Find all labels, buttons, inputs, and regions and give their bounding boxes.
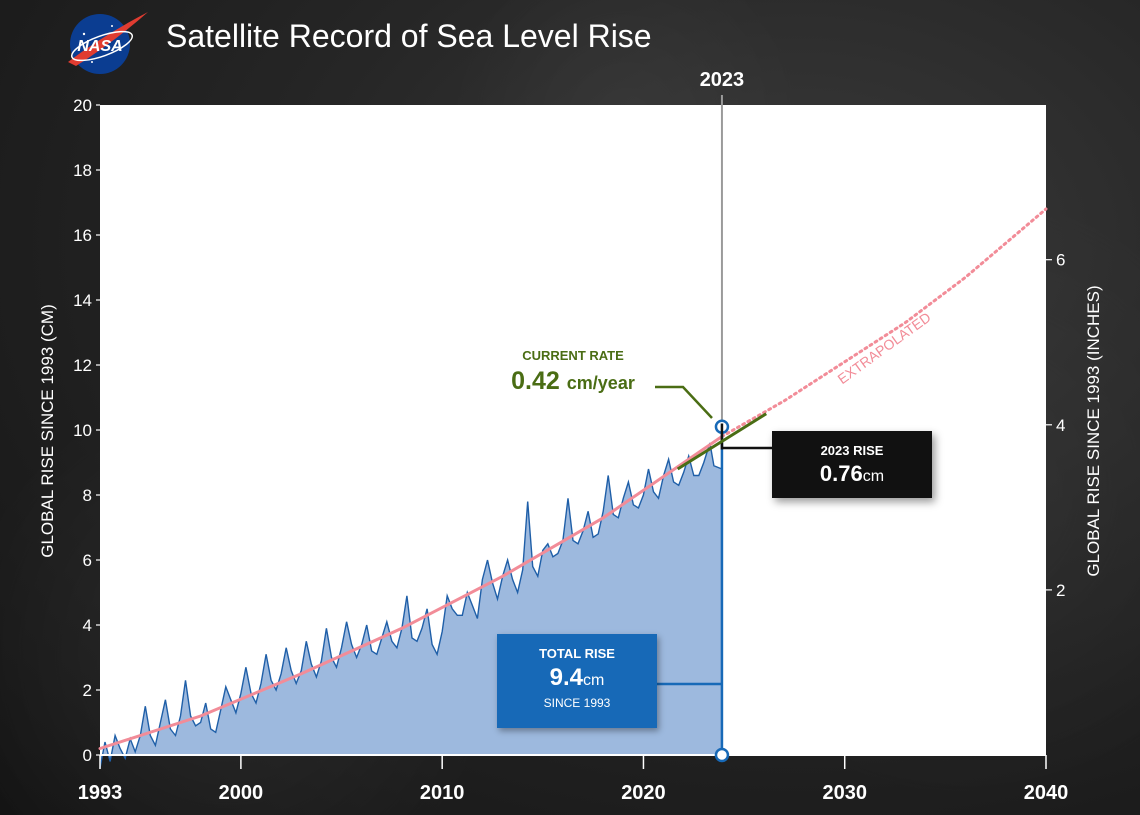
x-tick-label: 2010 xyxy=(420,782,465,804)
y-tick-label: 0 xyxy=(83,746,92,765)
total-rise-value-line: 9.4cm xyxy=(497,664,657,692)
total-rise-unit: cm xyxy=(583,672,605,689)
trend-line xyxy=(98,435,724,750)
rise-2023-value-line: 0.76cm xyxy=(772,461,932,487)
axis-ticks-layer: 1993 2000 2010 2020 2030 2040 0 2 4 6 8 10 12 14 16 18 2… xyxy=(73,96,1068,804)
rate-tangent-line xyxy=(676,412,768,471)
rise-2023-title: 2023 RISE xyxy=(820,443,884,458)
year-marker-label: 2023 xyxy=(700,69,745,91)
svg-text:NASA: NASA xyxy=(77,38,122,55)
rise-2023-box: 2023 RISE 0.76cm xyxy=(772,431,932,498)
total-rise-box: TOTAL RISE 9.4cm SINCE 1993 xyxy=(497,634,657,728)
y-tick-label: 6 xyxy=(83,551,92,570)
total-rise-value: 9.4 xyxy=(549,664,584,691)
current-rate-unit: cm/year xyxy=(566,373,635,393)
y-tick-label: 8 xyxy=(83,486,92,505)
x-tick-label: 2040 xyxy=(1024,782,1069,804)
y-right-tick-label: 6 xyxy=(1056,251,1065,270)
y-tick-label: 16 xyxy=(73,226,92,245)
y-tick-label: 14 xyxy=(73,291,92,310)
data-line xyxy=(99,442,723,769)
trend-layer xyxy=(98,207,1048,750)
total-rise-since: SINCE 1993 xyxy=(543,696,611,710)
y-tick-label: 18 xyxy=(73,161,92,180)
rise-2023-unit: cm xyxy=(862,468,885,485)
x-tick-label: 1993 xyxy=(78,782,123,804)
current-rate-callout: CURRENT RATE 0.42 cm/year xyxy=(493,348,653,396)
y-tick-label: 10 xyxy=(73,421,92,440)
y-tick-label: 12 xyxy=(73,356,92,375)
y-right-tick-label: 2 xyxy=(1056,581,1065,600)
y-tick-label: 2 xyxy=(83,681,92,700)
y-axis-label-right: GLOBAL RISE SINCE 1993 (INCHES) xyxy=(1084,285,1103,577)
total-rise-bottom-marker xyxy=(714,747,730,763)
current-rate-title: CURRENT RATE xyxy=(522,348,624,363)
x-tick-label: 2020 xyxy=(621,782,666,804)
page-title: Satellite Record of Sea Level Rise xyxy=(166,18,652,54)
x-tick-label: 2000 xyxy=(219,782,264,804)
y-tick-label: 20 xyxy=(73,96,92,115)
x-tick-label: 2030 xyxy=(822,782,867,804)
y-right-tick-label: 4 xyxy=(1056,416,1065,435)
total-rise-title: TOTAL RISE xyxy=(539,646,615,661)
current-rate-value: 0.42 xyxy=(511,367,560,395)
current-rate-value-line: 0.42 cm/year xyxy=(493,367,653,396)
nasa-logo: NASA xyxy=(62,6,152,78)
y-tick-label: 4 xyxy=(83,616,92,635)
extrapolated-line xyxy=(720,207,1048,438)
rate-leader-line xyxy=(655,385,713,419)
rise-2023-value: 0.76 xyxy=(819,461,863,486)
y-axis-label-left: GLOBAL RISE SINCE 1993 (CM) xyxy=(38,304,57,558)
